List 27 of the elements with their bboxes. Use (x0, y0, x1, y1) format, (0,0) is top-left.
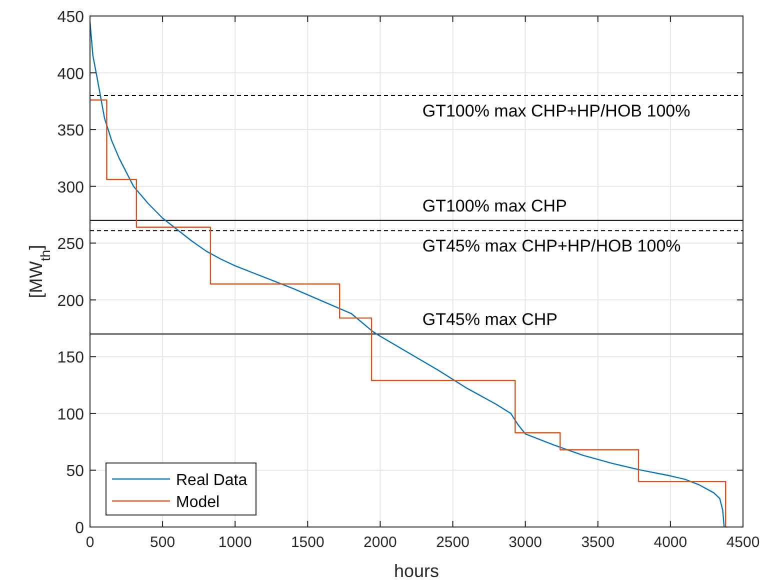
x-tick-label: 1500 (290, 534, 324, 551)
line-series (89, 21, 725, 528)
ref-line-label: GT100% max CHP (422, 196, 567, 216)
ref-line-label: GT45% max CHP (422, 310, 558, 329)
y-tick-label: 50 (66, 463, 84, 480)
y-tick-label: 0 (75, 520, 84, 537)
ref-line-label: GT45% max CHP+HP/HOB 100% (422, 236, 681, 256)
ref-line-label: GT100% max CHP+HP/HOB 100% (422, 101, 690, 120)
y-tick-label: 400 (57, 66, 84, 83)
legend-label: Model (176, 494, 220, 511)
x-tick-label: 1000 (218, 534, 252, 551)
y-tick-label: 350 (57, 122, 84, 140)
y-tick-label: 200 (57, 292, 84, 310)
x-axis-title: hours (394, 561, 440, 581)
x-tick-label: 4000 (654, 534, 688, 551)
x-tick-label: 4500 (726, 534, 760, 551)
x-tick-label: 500 (150, 534, 176, 551)
y-tick-label: 150 (57, 350, 84, 367)
y-tick-label: 300 (57, 179, 84, 196)
x-tick-label: 3500 (581, 534, 615, 551)
y-tick-label: 250 (57, 236, 84, 254)
x-tick-label: 3000 (508, 534, 542, 551)
legend-label: Real Data (176, 472, 248, 489)
x-tick-label: 2500 (436, 534, 470, 551)
y-tick-label: 450 (57, 9, 84, 26)
x-tick-label: 2000 (364, 534, 397, 551)
y-tick-label: 100 (57, 406, 84, 424)
